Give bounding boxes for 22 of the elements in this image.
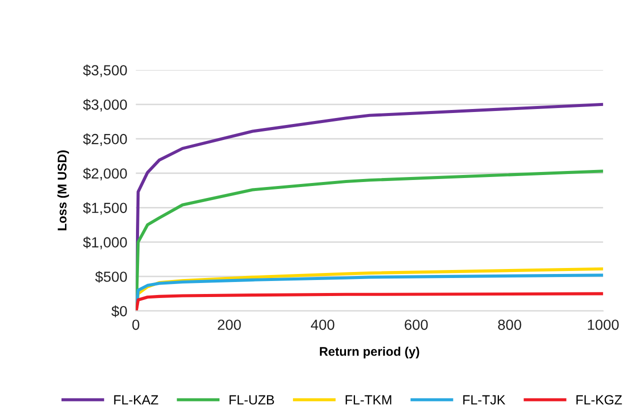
x-tick-label: 0 [132,320,140,330]
x-tick-label: 400 [310,320,334,330]
legend-label: FL-KAZ [114,395,158,404]
y-tick-label: $500 [95,270,127,283]
y-tick-label: $3,000 [83,98,127,112]
x-axis-title: Return period (y) [320,346,420,358]
x-tick-label: 800 [498,320,522,330]
line-series [136,292,604,311]
x-tick-label: 600 [404,320,428,330]
y-tick-label: $3,500 [83,64,127,78]
legend-label: FL-TKM [346,395,392,404]
x-tick-label: 1000 [588,320,619,330]
y-tick-label: $0 [111,305,127,318]
y-tick-label: $2,500 [83,133,127,146]
legend-label: FL-KGZ [576,395,622,405]
y-tick-label: $1,000 [83,236,127,250]
y-tick-label: $1,500 [83,202,127,215]
legend-label: FL-TJK [463,395,506,405]
y-axis-title: Loss (M USD) [57,150,69,230]
x-tick-label: 200 [218,320,241,330]
legend-label: FL-UZB [230,395,274,405]
y-tick-label: $2,000 [83,168,127,180]
